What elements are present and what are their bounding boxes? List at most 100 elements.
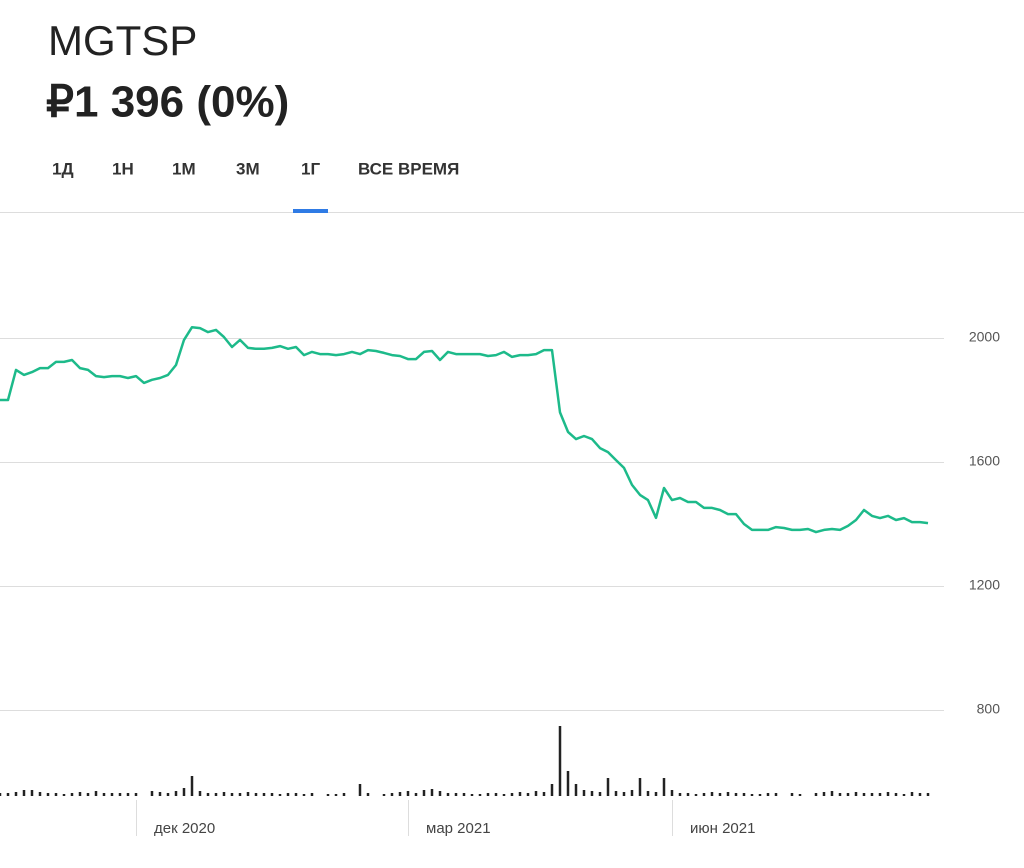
volume-bar xyxy=(590,791,594,796)
volume-bar xyxy=(446,793,450,796)
tab[interactable]: 1Г xyxy=(301,159,320,178)
y-tick-label: 1600 xyxy=(969,453,1000,469)
volume-bar xyxy=(726,792,730,796)
volume-bar xyxy=(734,793,738,796)
volume-bar xyxy=(198,791,202,796)
volume-bar xyxy=(46,793,50,796)
volume-bar xyxy=(166,793,170,796)
volume-bar xyxy=(606,778,610,796)
volume-bar xyxy=(214,793,218,796)
volume-bar xyxy=(886,792,890,796)
y-tick-label: 1200 xyxy=(969,577,1000,593)
volume-bar xyxy=(390,793,394,796)
volume-bar xyxy=(902,794,906,796)
volume-bar xyxy=(918,793,922,796)
tab[interactable]: 1Н xyxy=(112,159,134,178)
ticker: MGTSP xyxy=(48,17,197,64)
volume-bar xyxy=(222,792,226,796)
volume-bar xyxy=(102,793,106,796)
volume-bar xyxy=(478,794,482,796)
volume-bar xyxy=(14,792,18,796)
volume-bar xyxy=(678,793,682,796)
volume-bar xyxy=(62,794,66,796)
volume-bar xyxy=(262,793,266,796)
volume-bar xyxy=(910,792,914,796)
volume-bar xyxy=(238,793,242,796)
volume-bar xyxy=(654,792,658,796)
volume-bar xyxy=(30,790,34,796)
volume-bar xyxy=(766,793,770,796)
volume-bar xyxy=(486,793,490,796)
active-tab-underline xyxy=(293,209,328,213)
volume-bar xyxy=(6,793,10,796)
price-line xyxy=(0,325,929,534)
volume-bar xyxy=(54,793,58,796)
volume-bar xyxy=(246,792,250,796)
volume-bar xyxy=(550,784,554,796)
volume-bar xyxy=(126,793,130,796)
volume-bar xyxy=(430,789,434,796)
volume-bar xyxy=(326,794,330,796)
volume-bar xyxy=(662,778,666,796)
volume-bar xyxy=(870,793,874,796)
volume-bar xyxy=(750,794,754,796)
volume-bar xyxy=(694,794,698,796)
volume-bar xyxy=(334,794,338,796)
volume-bar xyxy=(790,793,794,796)
tab[interactable]: ВСЕ ВРЕМЯ xyxy=(358,159,459,178)
x-tick-label: дек 2020 xyxy=(154,820,215,837)
volume-bar xyxy=(686,793,690,796)
volume-bar xyxy=(382,794,386,796)
tab[interactable]: 3М xyxy=(236,159,260,178)
volume-bar xyxy=(558,726,562,796)
volume-bar xyxy=(502,794,506,796)
volume-bar xyxy=(294,793,298,796)
volume-bar xyxy=(518,792,522,796)
volume-bar xyxy=(646,791,650,796)
volume-bar xyxy=(838,793,842,796)
tab[interactable]: 1Д xyxy=(52,159,74,178)
volume-bar xyxy=(182,788,186,796)
volume-bar xyxy=(174,791,178,796)
volume-bar xyxy=(406,791,410,796)
volume-bar xyxy=(566,771,570,796)
x-tick-label: мар 2021 xyxy=(426,820,491,837)
volume-bar xyxy=(710,792,714,796)
volume-bar xyxy=(22,790,26,796)
volume-bar xyxy=(534,791,538,796)
volume-bar xyxy=(270,793,274,796)
volume-bar xyxy=(614,791,618,796)
volume-bar xyxy=(158,792,162,796)
volume-bar xyxy=(286,793,290,796)
volume-bar xyxy=(862,793,866,796)
volume-bar xyxy=(742,793,746,796)
volume-bar xyxy=(94,791,98,796)
volume-bar xyxy=(702,793,706,796)
volume-bar xyxy=(630,790,634,796)
volume-bar xyxy=(190,776,194,796)
volume-bar xyxy=(846,793,850,796)
y-tick-label: 800 xyxy=(977,701,1001,717)
volume-bar xyxy=(302,794,306,796)
volume-bar xyxy=(822,792,826,796)
volume-bar xyxy=(278,794,282,796)
volume-bar xyxy=(582,790,586,796)
volume-bar xyxy=(510,793,514,796)
volume-bar xyxy=(38,792,42,796)
volume-bar xyxy=(438,791,442,796)
volume-bar xyxy=(86,793,90,796)
volume-bar xyxy=(670,790,674,796)
volume-bar xyxy=(398,792,402,796)
x-tick-label: июн 2021 xyxy=(690,820,755,837)
volume-bar xyxy=(774,793,778,796)
volume-bar xyxy=(462,793,466,796)
volume-bar xyxy=(574,784,578,796)
volume-bar xyxy=(854,792,858,796)
volume-bar xyxy=(894,793,898,796)
volume-bar xyxy=(638,778,642,796)
volume-bar xyxy=(358,784,362,796)
volume-bar xyxy=(470,794,474,796)
tab[interactable]: 1М xyxy=(172,159,196,178)
